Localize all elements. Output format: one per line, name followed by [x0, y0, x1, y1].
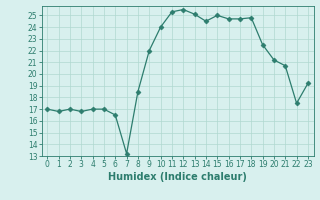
X-axis label: Humidex (Indice chaleur): Humidex (Indice chaleur): [108, 172, 247, 182]
